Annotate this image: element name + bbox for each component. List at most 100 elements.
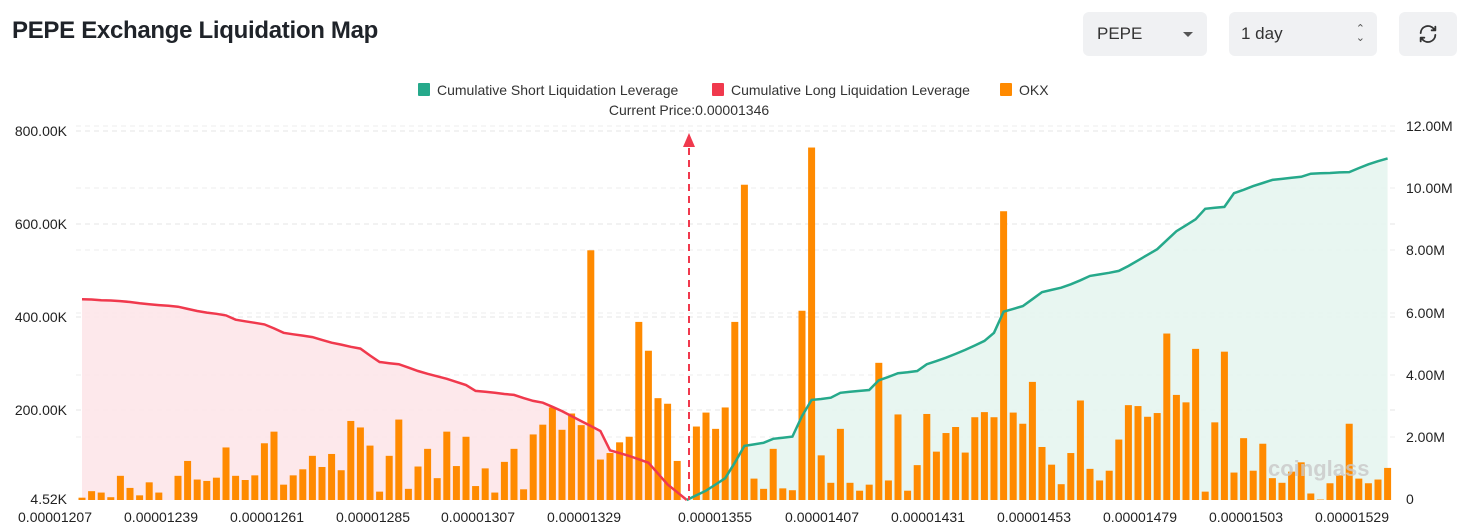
y-left-tick-label: 200.00K: [15, 402, 68, 418]
legend-item[interactable]: OKX: [1000, 82, 1049, 98]
okx-bar: [155, 492, 163, 500]
y-right-tick-label: 6.00M: [1406, 305, 1445, 321]
okx-bar: [289, 475, 297, 500]
y-right-tick-label: 12.00M: [1406, 118, 1453, 134]
okx-bar: [491, 492, 499, 500]
okx-bar: [721, 407, 729, 500]
okx-bar: [404, 488, 412, 500]
okx-bar: [1297, 462, 1305, 500]
okx-bar: [529, 434, 537, 500]
okx-bar: [1163, 333, 1171, 500]
okx-bar: [587, 250, 595, 500]
okx-bar: [1048, 464, 1056, 500]
okx-bar: [1009, 412, 1017, 500]
x-tick-label: 0.00001261: [230, 509, 304, 525]
okx-bar: [193, 479, 201, 500]
okx-bar: [1268, 478, 1276, 500]
okx-bar: [299, 469, 307, 500]
range-select[interactable]: 1 day ⌃ ⌄: [1229, 12, 1377, 56]
okx-bar: [625, 436, 633, 500]
okx-bar: [1076, 400, 1084, 500]
okx-bar: [472, 486, 480, 500]
okx-bar: [654, 398, 662, 500]
coin-select[interactable]: PEPE: [1083, 12, 1207, 56]
long-cumulative-area: [82, 299, 687, 500]
okx-bar: [414, 466, 422, 500]
okx-bar: [1307, 493, 1315, 500]
okx-bar: [894, 414, 902, 500]
page-title: PEPE Exchange Liquidation Map: [12, 17, 379, 44]
x-tick-label: 0.00001207: [18, 509, 92, 525]
okx-bar: [980, 412, 988, 500]
legend-swatch: [712, 83, 724, 96]
okx-bar: [827, 482, 835, 500]
okx-bar: [1364, 483, 1372, 500]
okx-bar: [376, 491, 384, 500]
okx-bar: [232, 475, 240, 500]
y-right-tick-label: 4.00M: [1406, 367, 1445, 383]
okx-bar: [712, 428, 720, 500]
x-tick-label: 0.00001239: [124, 509, 198, 525]
current-price-marker: [683, 133, 695, 500]
okx-bar: [328, 453, 336, 500]
okx-bar: [1201, 491, 1209, 500]
short-cumulative-area: [686, 158, 1388, 500]
okx-bar: [836, 428, 844, 500]
okx-bar: [452, 466, 460, 500]
okx-bar: [1374, 479, 1382, 500]
okx-bar: [1153, 413, 1161, 500]
okx-bar: [913, 465, 921, 500]
okx-bar: [952, 426, 960, 500]
okx-bar: [1192, 348, 1200, 500]
okx-bar: [481, 468, 489, 500]
x-tick-label: 0.00001407: [785, 509, 859, 525]
okx-bar: [116, 475, 124, 500]
okx-bar: [500, 461, 508, 500]
okx-bar: [577, 425, 585, 500]
okx-bar: [846, 482, 854, 500]
y-right-tick-label: 8.00M: [1406, 242, 1445, 258]
okx-bar: [97, 492, 105, 500]
okx-bar: [1211, 422, 1219, 500]
y-right-tick-label: 10.00M: [1406, 180, 1453, 196]
short-cumulative-line: [686, 157, 1388, 502]
x-tick-label: 0.00001329: [547, 509, 621, 525]
okx-bar: [203, 480, 211, 500]
watermark-logo: coinglass: [1268, 456, 1369, 481]
okx-bar: [1345, 423, 1353, 500]
okx-bar: [596, 459, 604, 500]
okx-bar: [1086, 468, 1094, 500]
refresh-icon: [1419, 25, 1437, 43]
okx-bar: [270, 431, 278, 500]
okx-bar: [1259, 443, 1267, 500]
okx-bar: [971, 417, 979, 500]
okx-bar: [884, 480, 892, 500]
okx-bar: [990, 417, 998, 500]
okx-bar: [942, 433, 950, 500]
okx-bar: [1067, 453, 1075, 500]
okx-bar: [692, 426, 700, 500]
okx-bar: [644, 350, 652, 500]
legend-item[interactable]: Cumulative Long Liquidation Leverage: [712, 82, 970, 98]
okx-bar: [433, 478, 441, 500]
okx-bar: [817, 455, 825, 500]
legend-item[interactable]: Cumulative Short Liquidation Leverage: [418, 82, 678, 98]
okx-bar: [1220, 351, 1228, 500]
okx-bar: [1038, 446, 1046, 500]
okx-bar: [308, 455, 316, 500]
refresh-button[interactable]: [1399, 12, 1457, 56]
okx-bar: [1134, 406, 1142, 500]
okx-bar: [923, 413, 931, 500]
okx-bar: [865, 484, 873, 500]
okx-bar: [769, 448, 777, 500]
legend-label: OKX: [1019, 82, 1049, 98]
okx-bar: [558, 429, 566, 500]
okx-bar: [241, 480, 249, 500]
okx-bar: [606, 453, 614, 500]
x-tick-label: 0.00001431: [891, 509, 965, 525]
okx-bar: [961, 452, 969, 500]
okx-bar: [740, 184, 748, 501]
okx-bar: [779, 488, 787, 500]
y-left-tick-label: 400.00K: [15, 309, 68, 325]
okx-bar: [88, 491, 96, 500]
